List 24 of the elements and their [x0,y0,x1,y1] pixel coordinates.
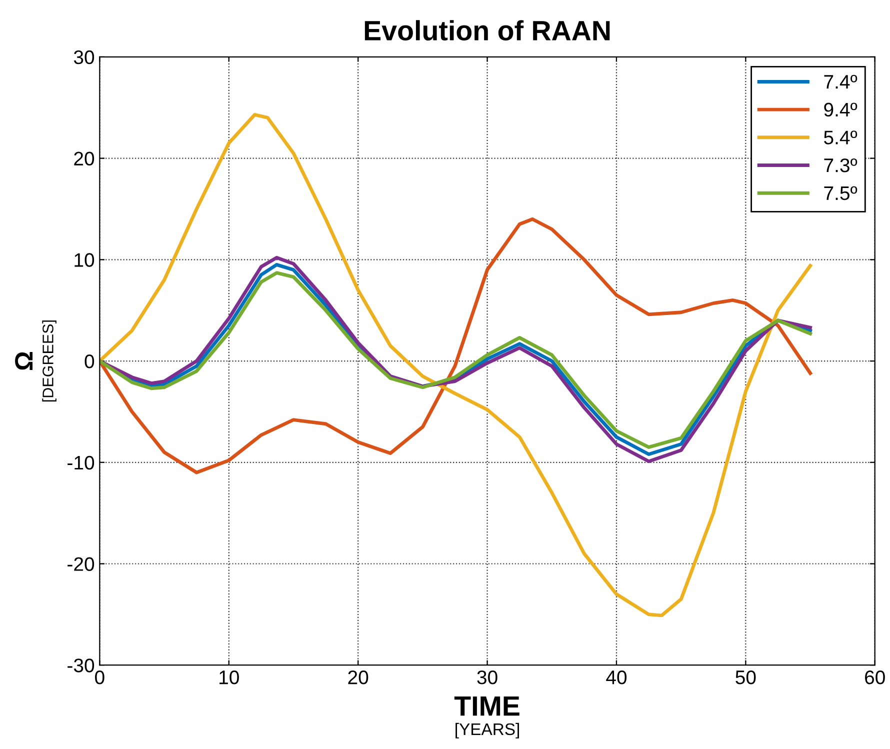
y-tick-label: -10 [68,456,94,470]
y-tick-label: -20 [68,557,94,571]
legend-label: 7.3º [824,158,858,172]
x-tick-label: 40 [606,670,627,684]
legend-label: 9.4º [824,102,858,117]
y-tick-label: 10 [74,253,94,267]
x-tick-label: 0 [95,670,104,684]
legend-label: 7.4º [824,74,858,89]
y-tick-label: 0 [84,354,94,368]
line-series [100,217,812,474]
y-tick-label: -30 [68,658,94,672]
x-axis-title: TIME [YEARS] [454,696,520,738]
x-tick-label: 10 [220,670,239,684]
y-axis-title: Ω [DEGREES] [15,320,56,402]
chart-title: Evolution of RAAN [364,20,610,41]
y-tick-label: 20 [74,152,94,166]
legend-label: 7.5º [824,186,858,200]
line-series [100,112,812,618]
x-tick-label: 30 [477,670,498,684]
y-tick-label: 30 [74,50,94,64]
x-tick-label: 20 [348,670,368,684]
x-tick-label: 50 [736,670,756,684]
legend-label: 5.4º [824,130,858,144]
x-tick-label: 60 [865,670,885,684]
